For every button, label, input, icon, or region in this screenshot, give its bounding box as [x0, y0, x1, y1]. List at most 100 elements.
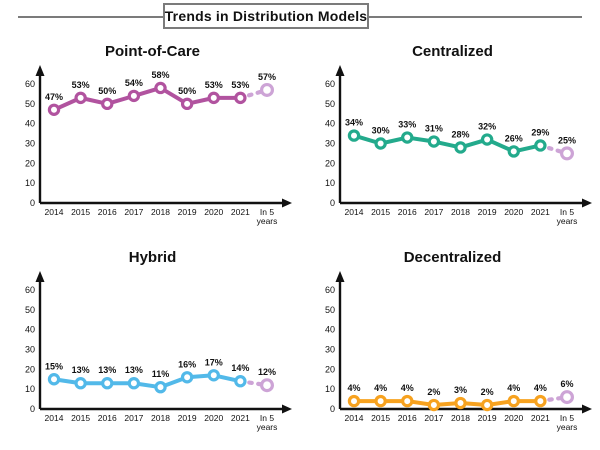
svg-text:2014: 2014: [45, 207, 64, 217]
svg-text:2016: 2016: [398, 207, 417, 217]
svg-text:50: 50: [325, 305, 335, 315]
svg-text:years: years: [257, 216, 278, 226]
svg-text:31%: 31%: [425, 124, 443, 134]
svg-text:50%: 50%: [98, 86, 116, 96]
svg-text:30: 30: [325, 139, 335, 149]
svg-text:2016: 2016: [98, 413, 117, 423]
svg-text:2018: 2018: [151, 413, 170, 423]
svg-text:2016: 2016: [398, 413, 417, 423]
svg-text:10: 10: [25, 178, 35, 188]
svg-text:4%: 4%: [347, 383, 360, 393]
svg-text:12%: 12%: [258, 367, 276, 377]
svg-text:2%: 2%: [427, 387, 440, 397]
decentralized-plot: 0 10 20 30 40 50 60 2014 2015 2016 2017 2018 2019 202…: [325, 271, 592, 432]
centralized-plot: 0 10 20 30 40 50 60 2014 2015 2016 2017 2018 2019 202…: [325, 65, 592, 226]
svg-text:2021: 2021: [231, 207, 250, 217]
svg-text:0: 0: [330, 404, 335, 414]
svg-text:17%: 17%: [205, 357, 223, 367]
svg-text:2015: 2015: [371, 413, 390, 423]
svg-text:60: 60: [325, 285, 335, 295]
svg-text:years: years: [557, 422, 578, 432]
svg-text:29%: 29%: [531, 127, 549, 137]
svg-text:2018: 2018: [451, 413, 470, 423]
svg-text:2014: 2014: [345, 413, 364, 423]
svg-text:25%: 25%: [558, 135, 576, 145]
svg-text:16%: 16%: [178, 359, 196, 369]
svg-text:2019: 2019: [178, 207, 197, 217]
svg-text:13%: 13%: [125, 365, 143, 375]
svg-text:2017: 2017: [124, 207, 143, 217]
svg-text:In 5: In 5: [260, 207, 274, 217]
svg-text:2018: 2018: [451, 207, 470, 217]
svg-text:15%: 15%: [45, 361, 63, 371]
svg-text:20: 20: [325, 364, 335, 374]
svg-text:33%: 33%: [398, 120, 416, 130]
svg-text:28%: 28%: [451, 129, 469, 139]
svg-text:54%: 54%: [125, 78, 143, 88]
svg-text:0: 0: [30, 198, 35, 208]
svg-text:4%: 4%: [401, 383, 414, 393]
svg-text:2017: 2017: [424, 207, 443, 217]
svg-text:53%: 53%: [231, 80, 249, 90]
svg-text:0: 0: [330, 198, 335, 208]
svg-text:32%: 32%: [478, 122, 496, 132]
svg-text:10: 10: [325, 384, 335, 394]
svg-text:2014: 2014: [45, 413, 64, 423]
chart-hybrid: Hybrid 0 10 20 30 40 50 60 2014 2015 2016 2017 2018…: [0, 244, 300, 450]
point-of-care-plot: 0 10 20 30 40 50 60 2014 2015 2016 2017 2018 2019 202…: [25, 65, 292, 226]
svg-text:60: 60: [325, 79, 335, 89]
svg-text:30: 30: [25, 139, 35, 149]
svg-text:60: 60: [25, 79, 35, 89]
svg-text:53%: 53%: [72, 80, 90, 90]
svg-text:2017: 2017: [124, 413, 143, 423]
svg-text:2021: 2021: [231, 413, 250, 423]
svg-text:10: 10: [325, 178, 335, 188]
svg-text:In 5: In 5: [260, 413, 274, 423]
svg-text:6%: 6%: [560, 379, 573, 389]
svg-text:26%: 26%: [505, 133, 523, 143]
svg-text:13%: 13%: [98, 365, 116, 375]
svg-text:20: 20: [25, 158, 35, 168]
chart-decentralized: Decentralized 0 10 20 30 40 50 60 2014 2015 2016 2…: [300, 244, 600, 450]
svg-text:2015: 2015: [71, 413, 90, 423]
svg-text:years: years: [257, 422, 278, 432]
svg-text:40: 40: [325, 325, 335, 335]
svg-text:40: 40: [25, 325, 35, 335]
svg-text:14%: 14%: [231, 363, 249, 373]
svg-text:2015: 2015: [371, 207, 390, 217]
svg-text:4%: 4%: [507, 383, 520, 393]
hybrid-plot: 0 10 20 30 40 50 60 2014 2015 2016 2017 2018 2019 202…: [25, 271, 292, 432]
svg-text:2%: 2%: [481, 387, 494, 397]
chart-title-centralized: Centralized: [412, 43, 493, 60]
svg-text:2020: 2020: [204, 413, 223, 423]
svg-text:20: 20: [25, 364, 35, 374]
svg-text:2014: 2014: [345, 207, 364, 217]
chart-grid: Point-of-Care 0 10 20 30 40 50 60 2014 2015 2016 2…: [0, 38, 600, 450]
svg-text:2015: 2015: [71, 207, 90, 217]
svg-text:11%: 11%: [152, 369, 170, 379]
svg-text:50: 50: [325, 99, 335, 109]
svg-text:In 5: In 5: [560, 207, 574, 217]
svg-text:In 5: In 5: [560, 413, 574, 423]
chart-centralized: Centralized 0 10 20 30 40 50 60 2014 2015 2016 201…: [300, 38, 600, 244]
svg-text:4%: 4%: [534, 383, 547, 393]
svg-text:2019: 2019: [478, 413, 497, 423]
svg-text:2017: 2017: [424, 413, 443, 423]
svg-text:4%: 4%: [374, 383, 387, 393]
svg-text:2019: 2019: [478, 207, 497, 217]
chart-title-decentralized: Decentralized: [403, 249, 502, 266]
svg-text:58%: 58%: [151, 70, 169, 80]
page-title: Trends in Distribution Models: [163, 3, 369, 29]
chart-title-point-of-care: Point-of-Care: [105, 43, 200, 60]
svg-text:40: 40: [25, 119, 35, 129]
svg-text:60: 60: [25, 285, 35, 295]
svg-text:50%: 50%: [178, 86, 196, 96]
svg-text:2019: 2019: [178, 413, 197, 423]
svg-text:30: 30: [25, 345, 35, 355]
svg-text:0: 0: [30, 404, 35, 414]
svg-text:13%: 13%: [72, 365, 90, 375]
svg-text:2016: 2016: [98, 207, 117, 217]
svg-text:50: 50: [25, 99, 35, 109]
svg-text:53%: 53%: [205, 80, 223, 90]
svg-text:3%: 3%: [454, 385, 467, 395]
